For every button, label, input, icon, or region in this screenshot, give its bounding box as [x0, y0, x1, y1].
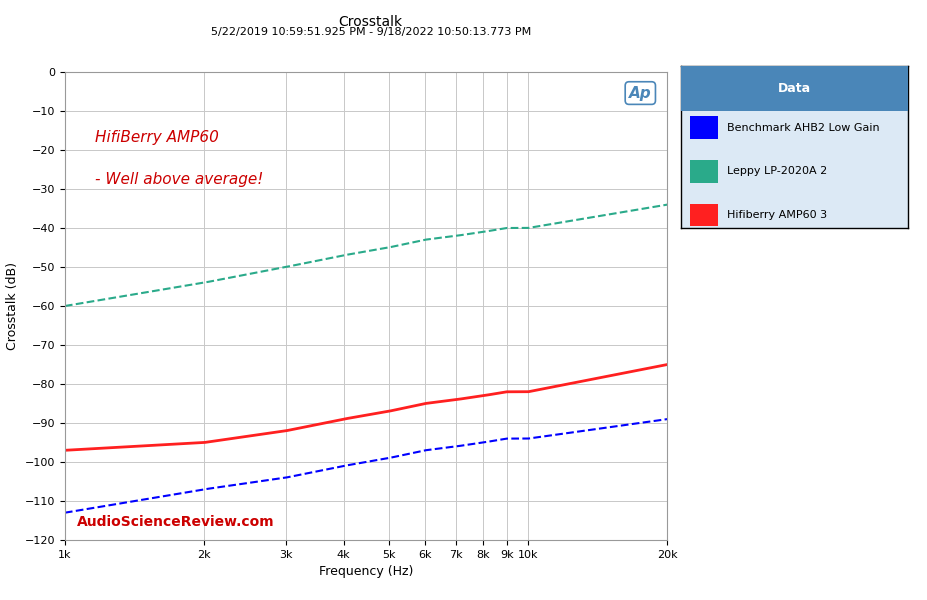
- Text: 5/22/2019 10:59:51.925 PM - 9/18/2022 10:50:13.773 PM: 5/22/2019 10:59:51.925 PM - 9/18/2022 10…: [210, 27, 531, 37]
- Text: Hifiberry AMP60 3: Hifiberry AMP60 3: [727, 210, 827, 220]
- Bar: [691, 160, 717, 182]
- Text: - Well above average!: - Well above average!: [95, 172, 263, 187]
- Text: Benchmark AHB2 Low Gain: Benchmark AHB2 Low Gain: [727, 122, 880, 133]
- Text: HifiBerry AMP60: HifiBerry AMP60: [95, 130, 219, 145]
- Text: Crosstalk: Crosstalk: [338, 15, 403, 29]
- Bar: [691, 116, 717, 139]
- FancyBboxPatch shape: [681, 66, 908, 112]
- Text: Data: Data: [779, 82, 811, 95]
- Text: AudioScienceReview.com: AudioScienceReview.com: [77, 515, 274, 529]
- Y-axis label: Crosstalk (dB): Crosstalk (dB): [6, 262, 19, 350]
- Text: Ap: Ap: [629, 86, 652, 101]
- X-axis label: Frequency (Hz): Frequency (Hz): [319, 565, 413, 578]
- Bar: [691, 203, 717, 226]
- Text: Leppy LP-2020A 2: Leppy LP-2020A 2: [727, 166, 827, 176]
